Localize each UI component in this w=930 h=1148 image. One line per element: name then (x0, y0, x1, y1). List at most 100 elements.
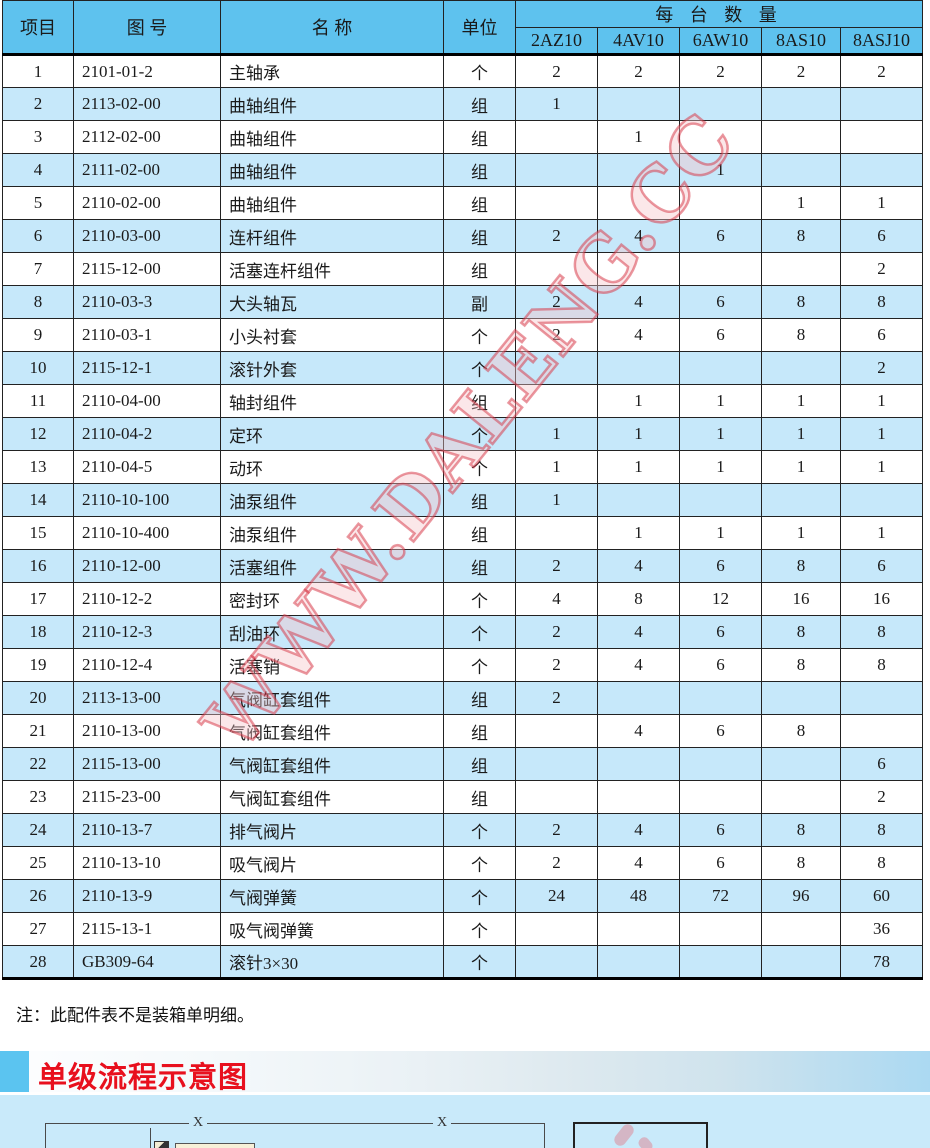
qty-8asj10: 1 (840, 450, 923, 484)
qty-2az10 (515, 120, 598, 154)
unit: 个 (443, 582, 516, 616)
part-name: 滚针3×30 (220, 945, 444, 979)
qty-2az10: 1 (515, 483, 598, 517)
unit: 组 (443, 87, 516, 121)
figure-no: 2113-02-00 (73, 87, 221, 121)
qty-8asj10: 2 (840, 780, 923, 814)
qty-8as10 (761, 681, 841, 715)
figure-no: 2115-13-00 (73, 747, 221, 781)
qty-2az10 (515, 912, 598, 946)
qty-2az10: 2 (515, 318, 598, 352)
qty-8asj10 (840, 483, 923, 517)
part-name: 活塞销 (220, 648, 444, 682)
figure-no: 2110-12-2 (73, 582, 221, 616)
qty-4av10 (597, 780, 680, 814)
qty-8as10: 1 (761, 417, 841, 451)
qty-8asj10: 1 (840, 186, 923, 220)
table-row: 20 2113-13-00 气阀缸套组件组 2 (2, 681, 923, 715)
part-name: 活塞组件 (220, 549, 444, 583)
figure-no: 2115-13-1 (73, 912, 221, 946)
table-row: 23 2115-23-00 气阀缸套组件组 2 (2, 780, 923, 814)
qty-8as10 (761, 945, 841, 979)
item-no: 4 (2, 153, 74, 187)
item-no: 14 (2, 483, 74, 517)
qty-6aw10: 1 (679, 417, 762, 451)
unit: 个 (443, 417, 516, 451)
qty-4av10 (597, 153, 680, 187)
qty-8asj10: 1 (840, 516, 923, 550)
figure-no: 2111-02-00 (73, 153, 221, 187)
qty-8asj10: 2 (840, 54, 923, 88)
figure-no: 2110-10-400 (73, 516, 221, 550)
item-no: 10 (2, 351, 74, 385)
qty-4av10 (597, 186, 680, 220)
unit: 组 (443, 780, 516, 814)
item-no: 12 (2, 417, 74, 451)
qty-6aw10: 6 (679, 846, 762, 880)
table-row: 12 2110-04-2 定环个 1 1 1 1 1 (2, 417, 923, 451)
qty-6aw10: 6 (679, 615, 762, 649)
qty-2az10: 4 (515, 582, 598, 616)
part-name: 油泵组件 (220, 483, 444, 517)
figure-no: 2112-02-00 (73, 120, 221, 154)
qty-4av10 (597, 747, 680, 781)
unit: 个 (443, 615, 516, 649)
qty-8asj10: 1 (840, 384, 923, 418)
part-name: 定环 (220, 417, 444, 451)
qty-6aw10: 12 (679, 582, 762, 616)
unit: 组 (443, 219, 516, 253)
table-header: 项目 图 号 名 称 单位 每 台 数 量 2AZ10 4AV10 6AW10 … (2, 0, 923, 55)
qty-8asj10: 6 (840, 318, 923, 352)
qty-2az10 (515, 516, 598, 550)
part-name: 密封环 (220, 582, 444, 616)
unit: 副 (443, 285, 516, 319)
qty-4av10: 1 (597, 450, 680, 484)
unit: 个 (443, 945, 516, 979)
figure-no: 2110-02-00 (73, 186, 221, 220)
qty-8as10: 16 (761, 582, 841, 616)
qty-2az10 (515, 351, 598, 385)
table-row: 11 2110-04-00 轴封组件组 1 1 1 1 (2, 384, 923, 418)
qty-4av10: 4 (597, 219, 680, 253)
qty-4av10: 4 (597, 285, 680, 319)
col-header-item: 项目 (2, 0, 74, 55)
qty-4av10: 1 (597, 417, 680, 451)
parts-table-wrap: 项目 图 号 名 称 单位 每 台 数 量 2AZ10 4AV10 6AW10 … (2, 0, 923, 980)
col-header-model-2az10: 2AZ10 (515, 27, 598, 55)
qty-4av10 (597, 483, 680, 517)
qty-4av10: 4 (597, 549, 680, 583)
part-name: 曲轴组件 (220, 120, 444, 154)
item-no: 27 (2, 912, 74, 946)
qty-4av10 (597, 681, 680, 715)
qty-8as10 (761, 780, 841, 814)
figure-no: 2110-13-7 (73, 813, 221, 847)
part-name: 吸气阀片 (220, 846, 444, 880)
qty-2az10: 2 (515, 54, 598, 88)
qty-8asj10 (840, 714, 923, 748)
qty-4av10: 1 (597, 120, 680, 154)
qty-8as10: 8 (761, 318, 841, 352)
qty-4av10: 4 (597, 648, 680, 682)
unit: 组 (443, 153, 516, 187)
qty-6aw10: 72 (679, 879, 762, 913)
unit: 个 (443, 450, 516, 484)
item-no: 8 (2, 285, 74, 319)
part-name: 轴封组件 (220, 384, 444, 418)
figure-no: 2110-04-00 (73, 384, 221, 418)
figure-no: 2115-23-00 (73, 780, 221, 814)
part-name: 动环 (220, 450, 444, 484)
diagram-pipe-outline (45, 1123, 545, 1148)
qty-8asj10: 8 (840, 813, 923, 847)
qty-2az10: 24 (515, 879, 598, 913)
part-name: 小头衬套 (220, 318, 444, 352)
qty-8as10: 96 (761, 879, 841, 913)
qty-8as10: 1 (761, 384, 841, 418)
table-row: 14 2110-10-100 油泵组件组 1 (2, 483, 923, 517)
table-row: 24 2110-13-7 排气阀片个 2 4 6 8 8 (2, 813, 923, 847)
figure-no: 2115-12-00 (73, 252, 221, 286)
item-no: 3 (2, 120, 74, 154)
qty-8as10: 8 (761, 813, 841, 847)
part-name: 气阀缸套组件 (220, 681, 444, 715)
qty-8as10: 1 (761, 516, 841, 550)
unit: 个 (443, 813, 516, 847)
